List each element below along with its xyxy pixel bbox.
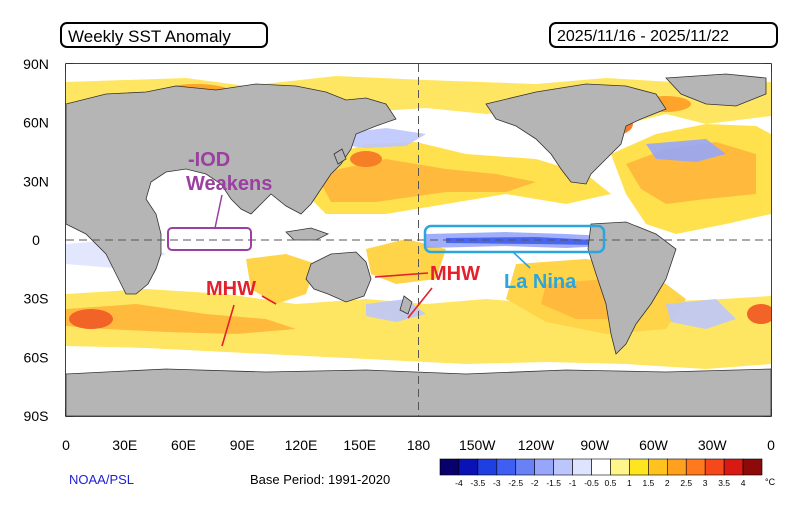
x-axis-label: 30E	[112, 437, 137, 453]
colorbar-swatch	[591, 458, 611, 476]
x-axis-label: 60W	[639, 437, 669, 453]
colorbar-labels: -4 -3.5 -3 -2.5 -2 -1.5 -1 -0.5 0.5 1 1.5 2 2.5 3 3.5 4	[455, 478, 746, 488]
x-axis-label: 180	[407, 437, 431, 453]
credit-label: NOAA/PSL	[69, 472, 135, 487]
colorbar-swatch	[496, 458, 517, 476]
x-axis-label: 90E	[230, 437, 255, 453]
y-axis-label: 30N	[23, 173, 49, 189]
y-axis-labels: 90N 60N 30N 0 30S 60S 90S	[23, 56, 49, 424]
x-axis-label: 120W	[518, 437, 555, 453]
colorbar-label: 0.5	[605, 478, 617, 488]
colorbar-swatch	[572, 458, 592, 476]
y-axis-label: 60S	[24, 349, 49, 365]
colorbar-swatch	[704, 458, 725, 476]
colorbar-label: 3	[703, 478, 708, 488]
colorbar-unit: °C	[765, 477, 776, 487]
x-axis-label: 60E	[171, 437, 196, 453]
colorbar-label: -2	[531, 478, 539, 488]
colorbar-label: -1	[569, 478, 577, 488]
colorbar-label: -0.5	[584, 478, 599, 488]
colorbar-label: -2.5	[508, 478, 523, 488]
colorbar-label: 2	[665, 478, 670, 488]
colorbar-swatches	[439, 458, 763, 476]
colorbar-swatch	[610, 458, 630, 476]
colorbar-label: 1	[627, 478, 632, 488]
x-axis-label: 120E	[285, 437, 318, 453]
colorbar-swatch	[553, 458, 573, 476]
x-axis-label: 90W	[580, 437, 610, 453]
x-axis-label: 150E	[343, 437, 376, 453]
y-axis-label: 90S	[24, 408, 49, 424]
x-axis-labels: 0 30E 60E 90E 120E 150E 180 150W 120W 90W 60W 30W 0	[62, 437, 775, 453]
x-axis-label: 150W	[459, 437, 496, 453]
map-title: Weekly SST Anomaly	[60, 22, 268, 48]
colorbar-label: 2.5	[680, 478, 692, 488]
y-axis-label: 60N	[23, 115, 49, 131]
y-axis-label: 30S	[24, 291, 49, 307]
colorbar-swatch	[648, 458, 668, 476]
colorbar-swatch	[477, 458, 498, 476]
colorbar-label: -1.5	[546, 478, 561, 488]
y-axis-label: 90N	[23, 56, 49, 72]
colorbar-swatch	[685, 458, 706, 476]
colorbar-swatch	[458, 458, 479, 476]
colorbar-label: -3.5	[471, 478, 486, 488]
colorbar-swatch	[629, 458, 649, 476]
land-masses	[66, 73, 771, 416]
x-axis-label: 0	[767, 437, 775, 453]
colorbar-swatch	[515, 458, 536, 476]
colorbar-swatch	[534, 458, 554, 476]
colorbar-swatch	[742, 458, 763, 476]
colorbar-label: -3	[493, 478, 501, 488]
colorbar-label: -4	[455, 478, 463, 488]
x-axis-label: 0	[62, 437, 70, 453]
colorbar-label: 3.5	[718, 478, 730, 488]
base-period-label: Base Period: 1991-2020	[250, 472, 391, 487]
x-axis-label: 30W	[698, 437, 728, 453]
colorbar-swatch	[666, 458, 687, 476]
colorbar-swatch	[439, 458, 460, 476]
colorbar-label: 4	[741, 478, 746, 488]
y-axis-label: 0	[32, 232, 40, 248]
date-range: 2025/11/16 - 2025/11/22	[549, 22, 778, 48]
colorbar-label: 1.5	[642, 478, 654, 488]
colorbar-swatch	[723, 458, 744, 476]
